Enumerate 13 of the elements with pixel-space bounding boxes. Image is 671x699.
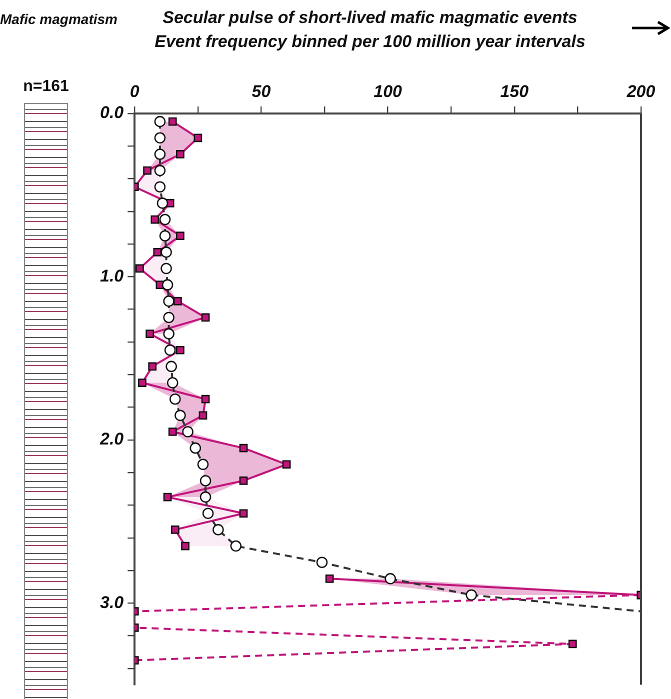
y-tick-label: 0.0 (100, 103, 124, 122)
y-tick-label: 3.0 (100, 592, 124, 612)
chart-subtitle: Event frequency binned per 100 million year intervals (154, 32, 586, 52)
text: n=161 (22, 78, 70, 96)
x-tick-label: 0 (130, 82, 140, 101)
x-tick-label: 50 (252, 82, 272, 101)
x-tick-label: 150 (500, 82, 530, 101)
y-tick-label: 2.0 (98, 430, 124, 449)
x-tick-label: 200 (626, 82, 656, 101)
x-tick-label: 100 (374, 82, 403, 101)
y-tick-label: 1.0 (100, 266, 124, 286)
text: Mafic magmatism (0, 10, 118, 29)
chart-title: Secular pulse of short-lived mafic magmatic events (162, 8, 578, 28)
